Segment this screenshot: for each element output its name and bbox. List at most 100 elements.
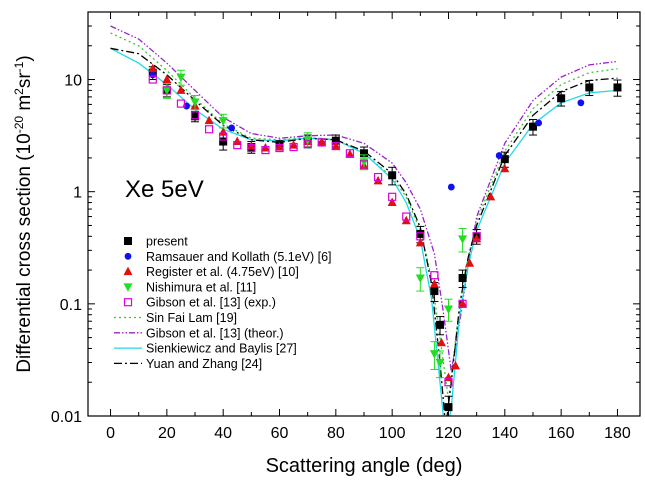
data-point	[429, 279, 439, 288]
data-point	[345, 149, 355, 158]
data-point	[402, 212, 411, 221]
data-point	[388, 171, 397, 180]
x-tick-labels: 0 20 40 60 80 100 120 140 160 180	[106, 425, 631, 442]
data-point	[387, 197, 397, 207]
data-point	[430, 271, 439, 280]
data-point	[465, 258, 475, 267]
data-point	[331, 141, 341, 150]
x-tick-label: 80	[327, 425, 345, 442]
data-point	[416, 229, 425, 238]
data-point	[219, 132, 228, 141]
data-point	[123, 298, 133, 307]
legend-entry-label: Ramsauer and Kollath (5.1eV) [6]	[146, 250, 332, 264]
data-point	[331, 136, 340, 145]
data-points-layer	[148, 63, 622, 416]
data-point	[331, 141, 340, 151]
data-point	[148, 75, 157, 84]
legend-entry-label: present	[146, 235, 188, 249]
legend-entry-label: Nishimura et al. [11]	[146, 280, 256, 294]
data-point	[260, 143, 270, 152]
data-point	[360, 149, 368, 158]
data-point	[613, 83, 622, 92]
data-point	[190, 111, 200, 120]
legend-entry-label: Sin Fai Lam [19]	[146, 311, 237, 325]
y-tick-label: 1	[73, 185, 82, 202]
data-point	[436, 320, 445, 329]
data-point	[176, 99, 186, 108]
data-point	[429, 350, 439, 359]
data-point	[577, 99, 585, 107]
data-point	[458, 298, 468, 308]
x-tick-label: 0	[106, 425, 115, 442]
y-axis-label-mid2: sr	[14, 72, 35, 89]
data-point	[123, 283, 133, 292]
data-point	[261, 145, 270, 155]
data-point	[415, 274, 425, 283]
legend-entry-label: Gibson et al. [13] (exp.)	[146, 296, 276, 310]
data-point	[486, 191, 496, 201]
plot-frame	[87, 11, 641, 417]
data-point	[557, 94, 566, 103]
data-point	[444, 378, 453, 387]
data-point	[447, 183, 455, 191]
x-tick-label: 20	[158, 425, 176, 442]
data-point	[458, 299, 467, 308]
y-axis-label-mid: m	[14, 95, 35, 116]
data-point	[435, 358, 445, 368]
data-point	[191, 112, 200, 121]
x-tick-label: 40	[214, 425, 232, 442]
data-point	[205, 125, 214, 134]
data-point	[148, 63, 158, 73]
data-point	[415, 237, 425, 247]
data-point	[176, 73, 186, 83]
y-axis-label: Differential cross section (10-20 m2sr-1…	[12, 55, 35, 372]
data-point	[359, 160, 369, 169]
data-point	[219, 137, 228, 146]
data-point	[345, 149, 355, 158]
legend-entry-label: Register et al. (4.75eV) [10]	[146, 265, 299, 279]
data-point	[585, 83, 594, 92]
x-tick-label: 100	[379, 425, 406, 442]
data-point	[162, 74, 172, 84]
data-point	[162, 86, 171, 95]
y-axis-label-exp3: -1	[12, 61, 26, 72]
data-point	[233, 141, 242, 150]
data-point	[289, 142, 298, 152]
x-tick-label: 160	[548, 425, 575, 442]
data-point	[218, 117, 228, 126]
data-point	[303, 140, 312, 149]
data-point	[430, 287, 439, 296]
x-tick-label: 60	[271, 425, 289, 442]
legend-entry-label: Sienkiewicz and Baylis [27]	[146, 342, 297, 356]
series-line	[110, 25, 618, 372]
data-point	[275, 143, 284, 153]
data-point	[123, 266, 133, 276]
data-point	[247, 143, 256, 153]
data-point	[275, 142, 285, 151]
x-tick-label: 120	[435, 425, 462, 442]
data-point	[388, 192, 397, 201]
data-point	[124, 252, 132, 260]
y-tick-label: 10	[64, 73, 82, 90]
data-point	[458, 273, 467, 282]
data-point	[528, 122, 537, 131]
data-point	[246, 141, 256, 150]
data-point	[204, 115, 214, 125]
data-point	[373, 172, 383, 182]
data-point	[232, 136, 242, 146]
data-point	[451, 360, 461, 370]
data-point	[317, 137, 327, 146]
y-axis-label-end: )	[14, 55, 35, 61]
data-point	[472, 232, 481, 241]
y-tick-label: 0.01	[51, 409, 82, 426]
data-point	[436, 337, 446, 347]
curves-layer	[110, 25, 618, 416]
data-point	[317, 138, 326, 147]
data-point	[289, 140, 299, 149]
data-point	[124, 237, 132, 245]
y-tick-labels: 0.01 0.1 1 10	[51, 73, 82, 426]
data-point	[495, 152, 503, 159]
